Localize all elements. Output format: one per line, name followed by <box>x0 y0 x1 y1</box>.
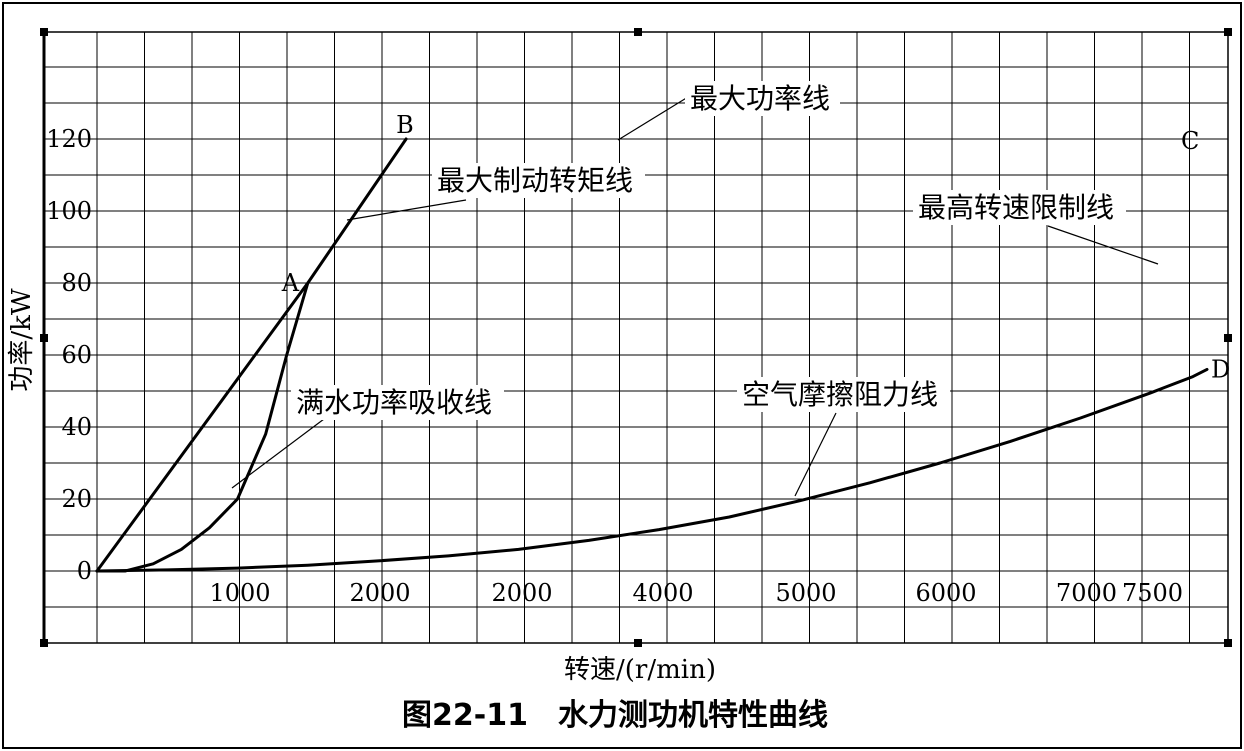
point-label: A <box>281 269 300 297</box>
annotation-leader <box>617 96 689 141</box>
y-tick-label: 80 <box>61 269 92 297</box>
frame-handle <box>634 28 642 36</box>
series-line <box>95 367 1209 573</box>
y-tick-label: 100 <box>46 197 92 225</box>
annotation-background <box>737 377 950 412</box>
annotation-background <box>432 163 645 198</box>
series-line <box>95 281 310 573</box>
x-tick-label: 2000 <box>349 579 410 607</box>
annotation-background <box>291 385 504 420</box>
plot-frame <box>40 28 1232 647</box>
y-axis-label: 功率/kW <box>7 288 37 392</box>
y-tick-label: 40 <box>61 413 92 441</box>
x-tick-label: 4000 <box>632 579 693 607</box>
frame-handle <box>40 334 48 342</box>
y-tick-label: 60 <box>61 341 92 369</box>
annotation-label: 空气摩擦阻力线 <box>742 378 938 411</box>
annotation-leader <box>346 199 467 221</box>
y-tick-label: 0 <box>77 557 92 585</box>
annotation-background <box>913 190 1126 225</box>
series-lines <box>95 137 1209 573</box>
x-tick-label: 5000 <box>775 579 836 607</box>
annotation-label: 最大制动转矩线 <box>437 164 633 197</box>
point-label: D <box>1211 355 1230 383</box>
x-tick-label: 6000 <box>915 579 976 607</box>
x-tick-label: 7500 <box>1122 579 1183 607</box>
x-tick-label: 2000 <box>491 579 552 607</box>
tick-labels: 0 20 40 60 80 100 120 1000 2000 2000 4000 5000 6000 7… <box>46 125 1183 607</box>
frame-handle <box>1224 334 1232 342</box>
annotation-label: 满水功率吸收线 <box>296 386 492 419</box>
point-label: C <box>1181 127 1199 155</box>
annotation-background <box>685 81 840 116</box>
figure-caption: 图22-11 水力测功机特性曲线 <box>402 698 828 733</box>
y-tick-label: 120 <box>46 125 92 153</box>
grid <box>44 32 1228 644</box>
annotation-leader <box>231 406 341 489</box>
y-tick-label: 20 <box>61 485 92 513</box>
annotation-label: 最大功率线 <box>690 82 830 115</box>
point-label: B <box>396 111 414 139</box>
x-axis-label: 转速/(r/min) <box>564 655 716 685</box>
frame-handle <box>634 639 642 647</box>
frame-handle <box>1224 639 1232 647</box>
frame-handle <box>1224 28 1232 36</box>
frame-handle <box>40 639 48 647</box>
annotation-leader <box>794 412 837 497</box>
x-tick-label: 1000 <box>209 579 270 607</box>
annotation-leader <box>1047 225 1159 265</box>
x-tick-label: 7000 <box>1056 579 1117 607</box>
annotation-label: 最高转速限制线 <box>918 191 1114 224</box>
frame-handle <box>40 28 48 36</box>
annotation-leaders <box>231 96 1159 497</box>
